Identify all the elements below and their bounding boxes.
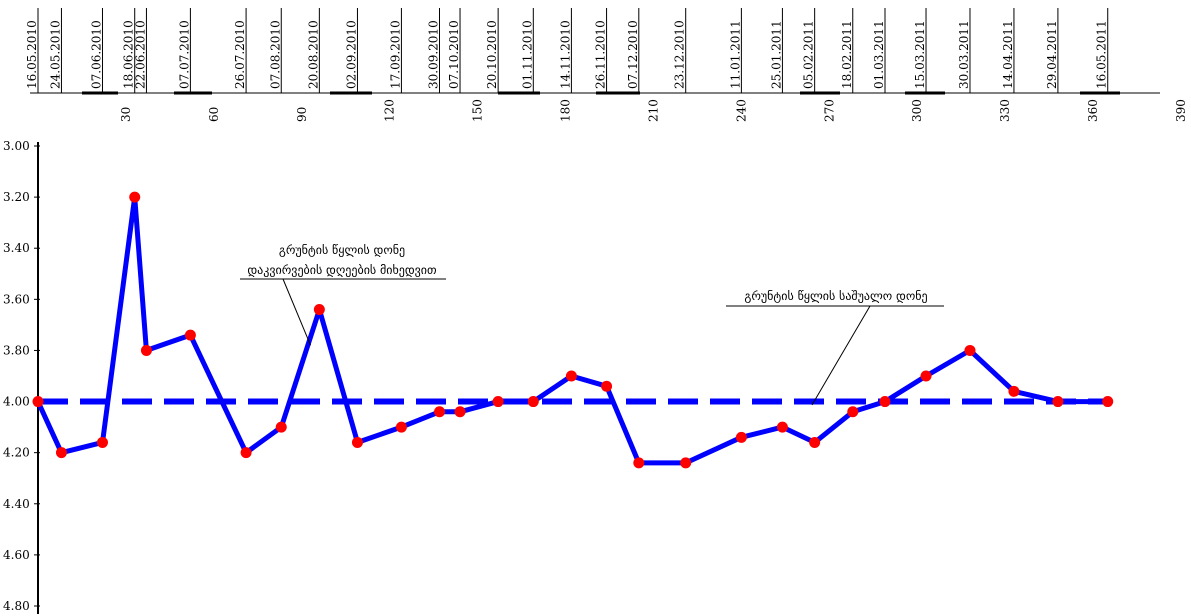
- y-tick-label: 3.00: [3, 139, 30, 153]
- date-label: 14.11.2010: [558, 20, 572, 89]
- observation-point: [32, 396, 44, 408]
- date-label: 11.01.2011: [728, 20, 742, 89]
- observation-point: [434, 406, 446, 418]
- observation-point: [964, 344, 976, 356]
- x-tick-label: 210: [646, 99, 660, 122]
- date-header: 16.05.2010 24.05.2010 07.06.2010 18.06.2010…: [25, 8, 1160, 95]
- observation-point: [735, 431, 747, 443]
- y-axis: 3.00 3.20 3.40 3.60 3.80 4.00 4.20 4.40 4.60 4.80: [3, 139, 40, 614]
- observation-point: [633, 457, 645, 469]
- x-tick-label: 90: [295, 107, 309, 122]
- x-tick-label: 270: [822, 99, 836, 122]
- observation-point: [129, 191, 141, 203]
- date-label: 20.10.2010: [485, 20, 499, 89]
- x-tick-label: 150: [471, 99, 485, 122]
- date-label: 01.11.2010: [520, 20, 534, 89]
- x-tick-label: 120: [383, 99, 397, 122]
- observation-point: [240, 447, 252, 459]
- x-axis: 30 60 90 120 150 180 210 240 270 300 330 360 390: [119, 99, 1188, 122]
- y-tick-label: 3.80: [3, 343, 30, 357]
- date-label: 29.04.2011: [1045, 20, 1059, 89]
- date-label: 16.05.2010: [25, 20, 39, 89]
- date-label: 24.05.2010: [48, 20, 62, 89]
- observation-point: [920, 370, 932, 382]
- annotation-mean-label: გრუნტის წყლის საშუალო დონე: [744, 289, 927, 303]
- observation-point: [1008, 385, 1020, 397]
- x-tick-label: 240: [734, 99, 748, 122]
- annotation-mean-leader: [811, 305, 871, 406]
- y-tick-label: 4.20: [3, 446, 30, 460]
- date-label: 07.07.2010: [177, 20, 191, 89]
- date-label: 23.12.2010: [673, 20, 687, 89]
- observation-point: [1052, 396, 1064, 408]
- date-label: 14.04.2011: [1001, 20, 1015, 89]
- x-tick-label: 60: [207, 107, 221, 122]
- series-layer: [32, 191, 1114, 469]
- observation-point: [395, 421, 407, 433]
- x-tick-label: 300: [910, 99, 924, 122]
- x-tick-label: 180: [559, 99, 573, 122]
- date-label: 07.08.2010: [268, 20, 282, 89]
- observation-point: [351, 436, 363, 448]
- date-label: 18.02.2011: [840, 20, 854, 89]
- observation-point: [847, 406, 859, 418]
- y-tick-label: 3.60: [3, 292, 30, 306]
- date-label: 30.09.2010: [427, 20, 441, 89]
- observation-point: [96, 436, 108, 448]
- date-label: 07.12.2010: [626, 20, 640, 89]
- date-label: 25.01.2011: [769, 20, 783, 89]
- date-label: 02.09.2010: [344, 20, 358, 89]
- x-tick-label: 330: [998, 99, 1012, 122]
- date-label: 30.03.2011: [957, 20, 971, 89]
- observation-point: [879, 396, 891, 408]
- annotation-observed-leader: [282, 278, 312, 346]
- x-tick-label: 30: [119, 107, 133, 122]
- date-label: 22.06.2010: [133, 20, 147, 89]
- date-label: 01.03.2011: [872, 20, 886, 89]
- observation-point: [275, 421, 287, 433]
- observation-point: [492, 396, 504, 408]
- observation-point: [184, 329, 196, 341]
- date-label: 18.06.2010: [122, 20, 136, 89]
- y-tick-label: 4.80: [3, 599, 30, 613]
- date-label: 26.11.2010: [594, 20, 608, 89]
- observation-point: [809, 436, 821, 448]
- date-label: 05.02.2011: [802, 20, 816, 89]
- observation-point: [527, 396, 539, 408]
- y-tick-label: 4.00: [3, 395, 30, 409]
- y-tick-label: 3.40: [3, 241, 30, 255]
- observation-point: [1102, 396, 1114, 408]
- annotation-layer: გრუნტის წყლის დონე დაკვირვების დღეების მი…: [240, 243, 944, 406]
- date-label: 26.07.2010: [233, 20, 247, 89]
- observation-point: [601, 380, 613, 392]
- observation-point: [680, 457, 692, 469]
- observation-point: [313, 304, 325, 316]
- date-label: 16.05.2011: [1095, 20, 1109, 89]
- observed-level-line: [35, 194, 1108, 466]
- x-tick-label: 390: [1174, 99, 1188, 122]
- observation-point: [565, 370, 577, 382]
- y-tick-label: 4.40: [3, 497, 30, 511]
- date-label: 17.09.2010: [388, 20, 402, 89]
- date-label: 07.10.2010: [447, 20, 461, 89]
- observation-point: [454, 406, 466, 418]
- observation-point: [55, 447, 67, 459]
- date-label: 20.08.2010: [306, 20, 320, 89]
- annotation-observed-line2: დაკვირვების დღეების მიხედვით: [247, 263, 437, 277]
- date-label: 15.03.2011: [913, 20, 927, 89]
- x-tick-label: 360: [1086, 99, 1100, 122]
- y-tick-label: 4.60: [3, 548, 30, 562]
- observation-point: [140, 344, 152, 356]
- y-tick-label: 3.20: [3, 190, 30, 204]
- annotation-observed-line1: გრუნტის წყლის დონე: [279, 243, 405, 257]
- observation-point: [776, 421, 788, 433]
- date-label: 07.06.2010: [89, 20, 103, 89]
